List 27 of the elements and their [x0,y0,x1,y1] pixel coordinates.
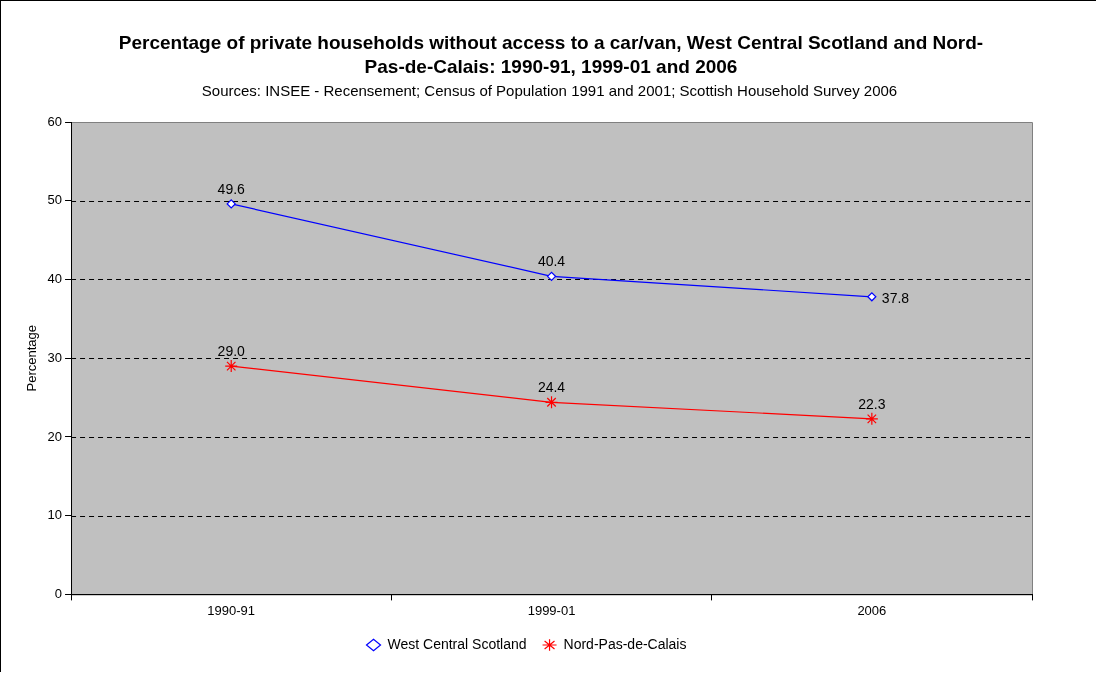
data-label: 22.3 [858,395,886,412]
chart-title: Percentage of private households without access to a car/van, West Central Scotland and Nord-Pas-de-Calais: 1990-91, 1999-01 and 2006 [117,31,985,79]
data-label: 24.4 [537,379,566,396]
point [546,271,557,281]
x-tick-label: 1990-91 [207,602,256,618]
legend-label: West Central Scotland [387,635,527,652]
point [865,412,879,426]
y-tick-label: 40 [47,271,63,287]
y-tick-label: 50 [47,192,63,208]
point [224,359,238,373]
y-tick-label: 20 [47,428,63,444]
data-label: 29.0 [217,342,246,359]
data-label: 37.8 [881,289,910,306]
x-tick-label: 2006 [857,602,887,618]
legend-label: Nord-Pas-de-Calais [563,635,687,652]
y-tick-label: 0 [54,585,63,601]
point [867,292,877,302]
point [544,395,559,409]
y-tick-label: 30 [47,349,63,365]
y-axis-title: Percentage [24,324,40,392]
data-label: 49.6 [217,180,246,197]
y-tick-label: 10 [47,507,63,523]
point [226,199,236,209]
data-label: 40.4 [537,253,566,270]
x-tick-label: 1999-01 [527,602,576,618]
chart-subtitle: Sources: INSEE - Recensement; Census of Population 1991 and 2001; Scottish Household Survey 2006 [200,82,899,99]
y-tick-label: 60 [47,113,63,129]
